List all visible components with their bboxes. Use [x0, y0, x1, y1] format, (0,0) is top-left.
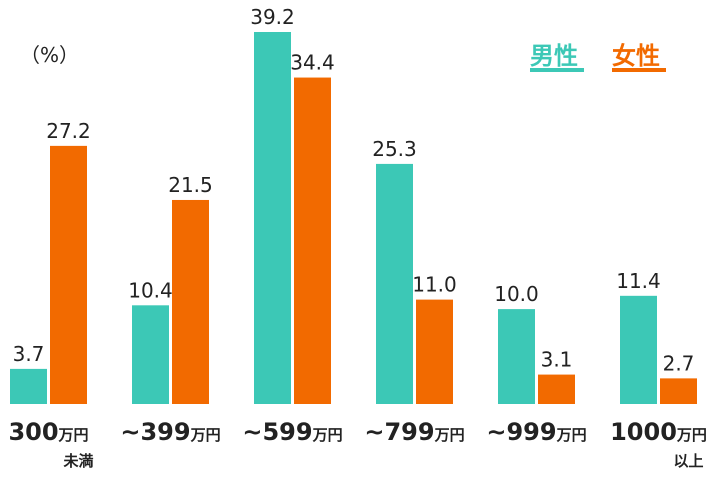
value-label: 3.7: [13, 342, 45, 366]
value-label: 11.0: [412, 273, 457, 297]
bar: [294, 77, 331, 404]
x-tick-label: ~399万円: [120, 418, 220, 446]
value-label: 10.0: [494, 282, 539, 306]
bar: [660, 378, 697, 404]
bar: [498, 309, 535, 404]
bar: [254, 32, 291, 404]
legend-label: 男性: [530, 42, 578, 70]
value-label: 3.1: [541, 348, 573, 372]
value-label: 11.4: [616, 269, 661, 293]
bar: [50, 145, 87, 404]
bar: [538, 374, 575, 404]
value-label: 21.5: [168, 173, 213, 197]
value-label: 34.4: [290, 51, 335, 75]
x-tick-label: ~999万円: [486, 418, 586, 446]
bar: [172, 199, 209, 404]
bar: [620, 295, 657, 404]
legend-swatch: [530, 68, 584, 72]
x-tick-label: ~599万円: [242, 418, 342, 446]
unit-label: （%）: [20, 43, 79, 67]
x-tick-label: 1000万円以上: [610, 418, 707, 470]
value-label: 25.3: [372, 137, 417, 161]
value-label: 10.4: [128, 278, 173, 302]
bar: [416, 299, 453, 404]
x-tick-label: 300万円未満: [8, 418, 93, 470]
bar: [10, 368, 47, 404]
value-label: 27.2: [46, 119, 91, 143]
bar: [132, 305, 169, 404]
legend-swatch: [612, 68, 666, 72]
value-label: 2.7: [663, 351, 695, 375]
x-tick-label: ~799万円: [364, 418, 464, 446]
value-label: 39.2: [250, 5, 295, 29]
legend-label: 女性: [612, 42, 660, 70]
bar: [376, 163, 413, 404]
